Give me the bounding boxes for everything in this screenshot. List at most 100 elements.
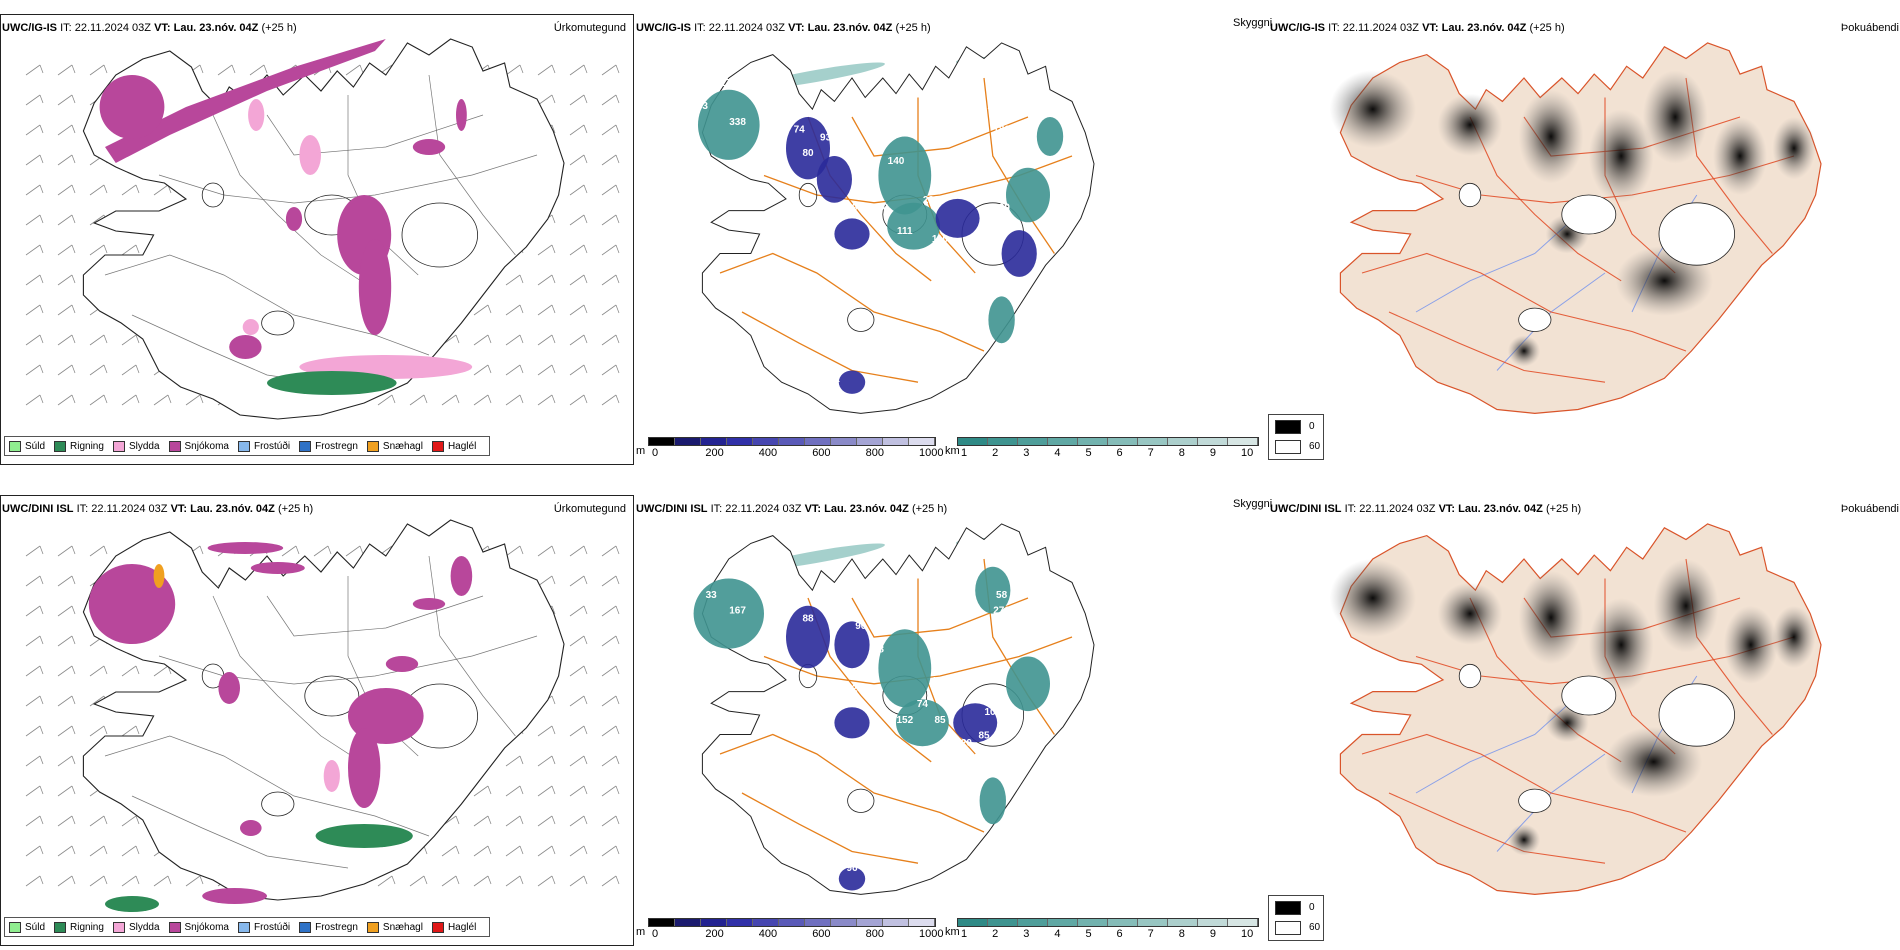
cloud-base-value-label: 77 [943,171,955,182]
forecast-header-fog-row2: UWC/DINI ISL IT: 22.11.2024 03Z VT: Lau.… [1270,503,1582,515]
cloud-base-value-label: 76 [802,109,814,120]
colorbar-tick-label: 400 [758,447,778,459]
legend-label: Frostregn [315,440,358,452]
precip-type-map-row2 [25,519,620,912]
fog-indicator-panel-row1 [1268,14,1900,465]
legend-swatch [237,921,250,933]
cloud-base-value-label: 186 [993,125,1010,136]
legend-swatch [168,440,181,452]
colorbar-bin [1078,919,1108,926]
legend-swatch [9,440,21,452]
colorbar-bin [701,438,727,445]
cloud-base-value-label: 152 [896,715,913,726]
cloud-fraction-swatch [1275,901,1301,915]
cloud-base-value-label: 96 [846,863,858,874]
panel-title-visibility-row2: Skyggni [1233,498,1273,510]
colorbar-tick-label: 5 [1085,928,1092,940]
colorbar-bin [958,919,988,926]
forecast-header-precip-row2: UWC/DINI ISL IT: 22.11.2024 03Z VT: Lau.… [2,503,314,515]
cloud-base-value-label: 85 [978,730,990,741]
legend-item-frostúði: Frostúði [237,440,291,452]
cloud-fraction-legend-row2: 0 60 [1268,895,1324,941]
cloud-base-value-label: 104 [984,707,1001,718]
legend-swatch [112,440,125,452]
colorbar-bin [1138,919,1168,926]
colorbar-unit: km [945,445,960,457]
colorbar-bin [958,438,988,445]
colorbar-bin [988,919,1018,926]
colorbar-bin [883,438,909,445]
cloud-base-value-label: 62 [829,374,841,385]
cloud-base-value-label: 89 [846,203,858,214]
visibility-colorbar-row2: km 1 2 3 4 5 6 7 8 9 10 [945,918,1265,946]
forecast-header-fog-row1: UWC/IG-IS IT: 22.11.2024 03Z VT: Lau. 23… [1270,22,1565,34]
colorbar-tick-label: 7 [1147,928,1154,940]
colorbar-bin [857,438,883,445]
cloud-base-value-label: 20 [961,738,973,749]
colorbar-tick-label: 1000 [919,447,944,459]
cloud-fraction-label: 0 [1309,421,1315,432]
legend-label: Snæhagl [382,440,423,452]
colorbar-bin [1018,919,1048,926]
cloud-base-value-label: 80 [802,148,814,159]
cloud-base-value-label: 85 [934,715,946,726]
cloud-base-value-label: 192 [870,621,887,632]
legend-item-snjókoma: Snjókoma [168,440,229,452]
colorbar-tick-label: 0 [652,928,659,940]
legend-swatch [431,440,444,452]
legend-label: Rigning [70,921,104,933]
legend-swatch [366,921,379,933]
colorbar-tick-label: 10 [1241,928,1254,940]
legend-item-haglél: Haglél [431,440,476,452]
cloud-base-value-label: 270 [720,78,737,89]
legend-swatch [54,440,67,452]
legend-item-slydda: Slydda [112,921,160,933]
cloud-base-value-label: 110 [932,234,949,245]
legend-label: Frostúði [253,440,291,452]
cloud-base-value-label: 72 [846,684,858,695]
cloud-base-value-label: 74 [917,699,929,710]
cloud-base-value-label: 98 [996,226,1008,237]
legend-label: Súld [25,440,46,452]
colorbar-bin [1138,438,1168,445]
colorbar-tick-label: 5 [1085,447,1092,459]
cloud-base-value-label: 33 [706,590,718,601]
cloud-base-value-label: 74 [794,125,806,136]
colorbar-bin [1108,919,1138,926]
cloud-base-value-label: 155 [958,808,975,819]
legend-item-snjókoma: Snjókoma [168,921,229,933]
cloud-base-value-label: 232 [923,195,940,206]
legend-swatch [112,921,125,933]
legend-swatch [54,921,67,933]
colorbar-tick-label: 600 [812,447,831,459]
cloud-base-value-label: 33 [697,101,709,112]
cloud-base-value-label: 276 [993,606,1010,617]
colorbar-bin [909,438,935,445]
panel-title-fog-row2: Þokuábendi [1840,503,1899,515]
cloud-base-value-label: 58 [996,590,1008,601]
colorbar-bin [1048,438,1078,445]
cloud-base-value-label: 17 [952,785,964,796]
colorbar-tick-label: 8 [1178,447,1185,459]
colorbar-tick-label: 3 [1023,447,1030,459]
colorbar-tick-label: 0 [652,447,659,459]
colorbar-tick-label: 1 [961,447,968,459]
cloud-base-value-label: 964 [861,179,878,190]
panel-title-visibility-row1: Skyggni [1233,17,1273,29]
legend-item-súld: Súld [9,921,45,933]
colorbar-tick-label: 10 [1241,447,1254,459]
colorbar-tick-label: 600 [812,928,831,940]
cloud-fraction-swatch [1275,440,1301,454]
colorbar-tick-label: 3 [1023,928,1030,940]
colorbar-tick-label: 1000 [919,928,944,940]
legend-label: Frostregn [315,921,358,933]
colorbar-tick-label: 4 [1054,928,1061,940]
colorbar-bin [753,438,779,445]
legend-swatch [366,440,379,452]
legend-item-slydda: Slydda [112,440,160,452]
legend-item-snæhagl: Snæhagl [366,440,423,452]
colorbar-bin [805,919,831,926]
colorbar-unit: m [636,445,646,457]
colorbar-bin [1168,919,1198,926]
